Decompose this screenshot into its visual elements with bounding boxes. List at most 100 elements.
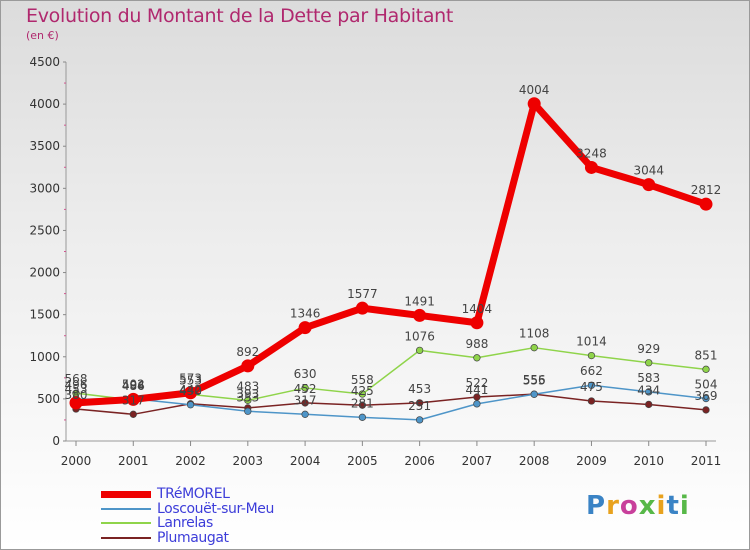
y-tick-label: 4000 bbox=[29, 97, 60, 111]
series-line bbox=[75, 393, 707, 416]
data-label: 988 bbox=[465, 337, 488, 351]
x-tick-label: 2000 bbox=[61, 454, 92, 468]
data-label: 369 bbox=[695, 389, 718, 403]
data-label: 558 bbox=[351, 373, 374, 387]
data-label: 1404 bbox=[462, 302, 493, 316]
legend: TRéMOREL Loscouët-sur-Meu Lanrelas Pluma… bbox=[101, 486, 274, 546]
x-tick-label: 2008 bbox=[519, 454, 550, 468]
legend-swatch bbox=[101, 507, 151, 510]
data-point bbox=[527, 97, 541, 111]
data-label: 1577 bbox=[347, 287, 378, 301]
x-tick-label: 2002 bbox=[175, 454, 206, 468]
data-point bbox=[587, 351, 596, 360]
data-label: 929 bbox=[637, 342, 660, 356]
chart-subtitle: (en €) bbox=[26, 29, 59, 42]
x-tick-label: 2003 bbox=[233, 454, 264, 468]
brand-letter: r bbox=[606, 491, 620, 521]
data-point bbox=[702, 406, 710, 414]
data-point bbox=[184, 386, 198, 400]
legend-item-lanrelas: Lanrelas bbox=[101, 515, 274, 531]
data-point bbox=[298, 321, 312, 335]
data-label: 317 bbox=[122, 393, 145, 407]
data-label: 556 bbox=[523, 373, 546, 387]
x-tick-label: 2007 bbox=[462, 454, 493, 468]
data-point bbox=[415, 416, 424, 424]
y-tick-label: 2000 bbox=[29, 266, 60, 280]
data-point bbox=[702, 365, 710, 373]
data-point bbox=[642, 178, 656, 192]
data-label: 3044 bbox=[633, 164, 664, 178]
data-label: 3248 bbox=[576, 146, 607, 160]
data-label: 1108 bbox=[519, 327, 550, 341]
data-point bbox=[413, 308, 427, 322]
y-tick-label: 3000 bbox=[29, 181, 60, 195]
data-label: 483 bbox=[236, 379, 259, 393]
data-label: 442 bbox=[179, 383, 202, 397]
data-point bbox=[301, 399, 309, 407]
data-point bbox=[126, 392, 140, 406]
data-label: 441 bbox=[465, 383, 488, 397]
data-point bbox=[301, 384, 309, 392]
data-label: 453 bbox=[65, 382, 88, 396]
legend-item-plumaugat: Plumaugat bbox=[101, 529, 274, 546]
data-point bbox=[530, 390, 538, 398]
brand-letter: o bbox=[619, 491, 639, 521]
legend-label: TRéMOREL bbox=[157, 486, 230, 503]
data-point bbox=[358, 390, 367, 398]
brand-letter: t bbox=[666, 491, 680, 521]
data-label: 486 bbox=[122, 379, 145, 393]
data-point bbox=[415, 346, 424, 355]
data-point bbox=[587, 381, 596, 389]
x-tick-label: 2011 bbox=[691, 454, 722, 468]
legend-label: Plumaugat bbox=[157, 529, 229, 546]
y-tick-label: 500 bbox=[37, 392, 60, 406]
data-point bbox=[470, 316, 484, 330]
brand-logo: Proxiti bbox=[586, 491, 690, 521]
data-point bbox=[244, 407, 252, 415]
data-point bbox=[587, 397, 596, 405]
data-point bbox=[129, 410, 137, 418]
chart-title: Evolution du Montant de la Dette par Hab… bbox=[26, 5, 454, 27]
data-point bbox=[584, 160, 598, 174]
y-tick-label: 1000 bbox=[29, 350, 60, 364]
data-label: 4004 bbox=[519, 83, 550, 97]
x-tick-label: 2010 bbox=[633, 454, 664, 468]
data-point bbox=[244, 396, 252, 404]
data-point bbox=[358, 413, 367, 421]
data-point bbox=[69, 396, 83, 410]
data-label: 851 bbox=[695, 348, 718, 362]
y-tick-label: 0 bbox=[52, 434, 60, 448]
data-label: 1014 bbox=[576, 335, 607, 349]
data-label: 555 bbox=[523, 373, 546, 387]
data-label: 522 bbox=[465, 376, 488, 390]
data-label: 504 bbox=[695, 378, 718, 392]
data-point bbox=[473, 354, 481, 362]
data-label: 475 bbox=[580, 380, 603, 394]
data-label: 568 bbox=[65, 372, 88, 386]
data-label: 494 bbox=[122, 378, 145, 392]
data-label: 583 bbox=[637, 371, 660, 385]
legend-swatch bbox=[101, 522, 151, 525]
data-label: 1076 bbox=[404, 329, 435, 343]
data-label: 553 bbox=[179, 373, 202, 387]
y-tick-label: 1500 bbox=[29, 308, 60, 322]
x-tick-label: 2009 bbox=[576, 454, 607, 468]
data-point bbox=[355, 301, 369, 315]
data-point bbox=[186, 401, 195, 409]
data-point bbox=[530, 344, 538, 352]
data-point bbox=[645, 388, 653, 396]
data-label: 662 bbox=[580, 364, 603, 378]
x-tick-label: 2004 bbox=[290, 454, 321, 468]
data-label: 630 bbox=[294, 367, 317, 381]
data-label: 317 bbox=[294, 393, 317, 407]
data-label: 452 bbox=[294, 382, 317, 396]
data-label: 393 bbox=[236, 387, 259, 401]
data-label: 496 bbox=[65, 378, 88, 392]
data-label: 1346 bbox=[290, 307, 321, 321]
data-label: 502 bbox=[122, 378, 145, 392]
y-tick-label: 2500 bbox=[29, 223, 60, 237]
x-tick-label: 2005 bbox=[347, 454, 378, 468]
data-label: 2812 bbox=[691, 183, 722, 197]
data-label: 1491 bbox=[404, 294, 435, 308]
